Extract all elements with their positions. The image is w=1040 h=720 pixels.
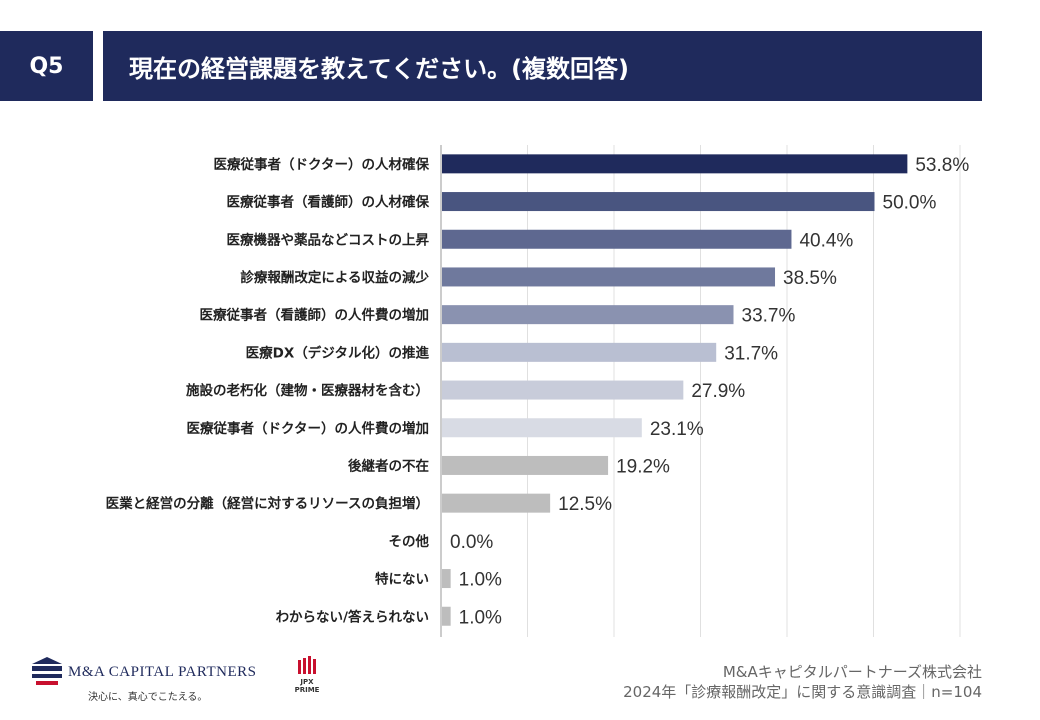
bar [442,305,734,325]
category-label: わからない/答えられない [276,608,429,625]
value-label: 12.5% [558,494,612,515]
bar [442,493,551,513]
category-label: 医療従事者（看護師）の人件費の増加 [200,307,430,324]
category-label: 医業と経営の分離（経営に対するリソースの負担増） [106,495,429,512]
prime-label: PRIME [294,686,320,694]
footer-company: M&Aキャピタルパートナーズ株式会社 [722,663,982,681]
bar [442,267,776,287]
category-label: 医療従事者（看護師）の人材確保 [227,194,430,211]
page-title: 現在の経営課題を教えてください。(複数回答) [129,54,630,83]
bar [442,229,792,249]
bar [442,342,717,362]
category-label: 特にない [375,571,429,588]
value-label: 40.4% [799,230,853,251]
footer: M&Aキャピタルパートナーズ株式会社 2024年「診療報酬改定」に関する意識調査… [623,662,982,702]
bar [442,154,908,174]
category-label: 施設の老朽化（建物・医療器材を含む） [186,382,429,399]
category-label: 医療従事者（ドクター）の人件費の増加 [187,420,429,437]
category-label: 医療DX（デジタル化）の推進 [246,344,430,361]
bar-chart: 医療従事者（ドクター）の人材確保 53.8% 医療従事者（看護師）の人材確保 50.0… [106,145,969,637]
footer-survey: 2024年「診療報酬改定」に関する意識調査｜n=104 [623,683,982,701]
title-bar: 現在の経営課題を教えてください。(複数回答) [103,31,982,101]
value-label: 50.0% [883,193,937,214]
value-label: 33.7% [742,306,796,327]
category-label: 医療機器や薬品などコストの上昇 [227,231,430,248]
bar [442,380,684,400]
value-label: 23.1% [650,419,704,440]
value-label: 1.0% [459,607,502,628]
jpx-emblem-icon [298,656,316,674]
value-label: 31.7% [724,343,778,364]
value-label: 0.0% [450,532,493,553]
company-logo-text: M&A CAPITAL PARTNERS [68,664,257,680]
bar [442,569,451,589]
company-logo: M&A CAPITAL PARTNERS 決心に、真心でこたえる。 [30,650,270,706]
value-label: 53.8% [915,155,969,176]
bar [442,455,609,475]
bar [442,418,642,438]
category-label: 医療従事者（ドクター）の人材確保 [214,156,430,173]
category-label: その他 [389,533,430,550]
company-tagline: 決心に、真心でこたえる。 [88,692,208,703]
company-emblem-icon [32,657,62,685]
bar [442,606,451,626]
value-label: 38.5% [783,268,837,289]
question-number: Q5 [29,53,64,79]
value-label: 27.9% [691,381,745,402]
question-badge: Q5 [0,31,93,101]
value-label: 1.0% [459,570,502,591]
category-label: 後継者の不在 [348,457,429,474]
jpx-prime-logo: JPX PRIME [289,656,325,700]
bar [442,192,875,212]
value-label: 19.2% [616,456,670,477]
category-label: 診療報酬改定による収益の減少 [240,269,429,286]
jpx-label: JPX [300,678,314,686]
